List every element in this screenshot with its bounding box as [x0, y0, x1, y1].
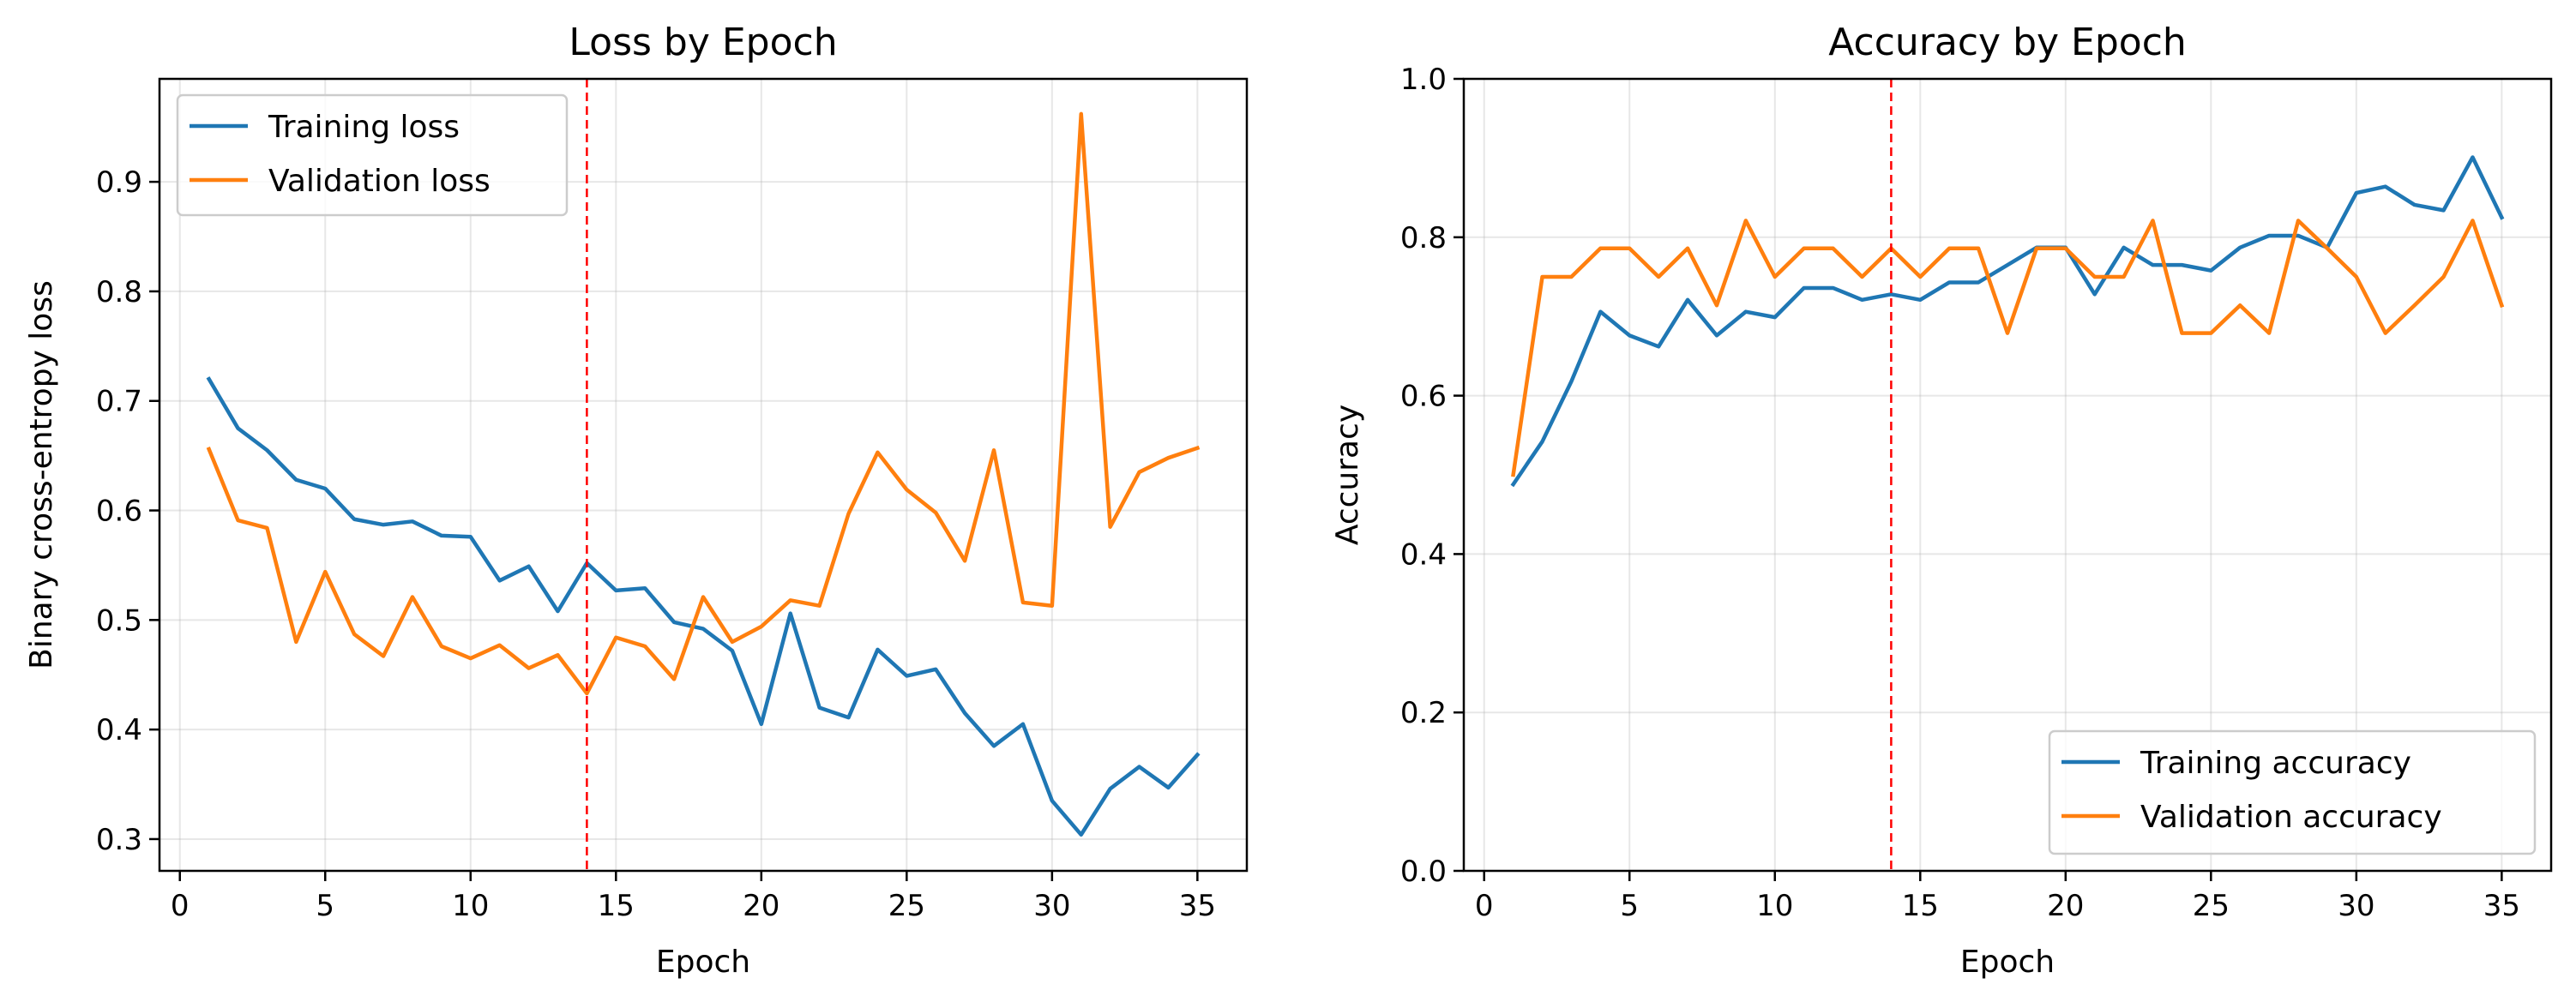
x-tick-label: 0 [1475, 889, 1494, 923]
y-tick-label: 0.9 [96, 165, 142, 200]
legend-box [2048, 729, 2537, 855]
x-tick-label: 35 [1179, 889, 1216, 923]
x-axis-label: Epoch [656, 945, 750, 980]
y-axis-label: Binary cross-entropy loss [24, 280, 59, 669]
plot-frame [1462, 77, 2553, 873]
legend-box [176, 93, 569, 217]
y-tick-label: 0.2 [1400, 696, 1447, 730]
y-tick-label: 0.0 [1400, 855, 1447, 889]
series-line-training [206, 376, 1201, 837]
y-tick-label: 0.4 [96, 713, 142, 747]
accuracy-chart: Accuracy by Epoch 0 5 10 15 20 25 30 35 0.0 0.2 0.… [1330, 21, 2553, 980]
x-tick-label: 10 [452, 889, 489, 923]
y-tick-label: 0.8 [1400, 221, 1447, 255]
x-tick-label: 35 [2483, 889, 2520, 923]
x-tick-label: 25 [2193, 889, 2230, 923]
y-tick-label: 0.6 [1400, 380, 1447, 414]
y-tick-label: 0.6 [96, 495, 142, 529]
series-line-training [1510, 155, 2505, 488]
chart-title: Accuracy by Epoch [1828, 21, 2187, 64]
x-tick-label: 15 [1902, 889, 1939, 923]
x-tick-label: 20 [743, 889, 779, 923]
legend: Training loss Validation loss [176, 93, 569, 217]
y-tick-label: 0.8 [96, 275, 142, 309]
x-tick-label: 25 [888, 889, 925, 923]
legend-label: Validation accuracy [2140, 800, 2442, 835]
legend: Training accuracy Validation accuracy [2048, 729, 2537, 855]
y-tick-label: 1.0 [1400, 63, 1447, 97]
loss-chart: Loss by Epoch 0 5 10 15 20 25 30 35 0.3 0.4 0.5 0.6… [24, 21, 1249, 980]
x-tick-label: 30 [2338, 889, 2374, 923]
series-line-validation [1511, 219, 2505, 477]
x-tick-label: 5 [1620, 889, 1639, 923]
y-tick-label: 0.7 [96, 385, 142, 419]
x-tick-label: 0 [171, 889, 190, 923]
legend-label: Validation loss [268, 164, 491, 199]
y-tick-label: 0.5 [96, 603, 142, 638]
legend-label: Training loss [268, 110, 460, 145]
legend-label: Training accuracy [2140, 746, 2411, 781]
y-axis-label: Accuracy [1330, 405, 1365, 545]
y-tick-label: 0.3 [96, 823, 142, 857]
plot-frame [158, 77, 1249, 873]
series-line-validation [206, 111, 1201, 696]
x-axis-label: Epoch [1960, 945, 2055, 980]
x-tick-label: 15 [598, 889, 635, 923]
x-tick-label: 5 [316, 889, 334, 923]
x-tick-label: 20 [2047, 889, 2084, 923]
x-tick-label: 30 [1033, 889, 1070, 923]
chart-title: Loss by Epoch [569, 21, 837, 64]
y-tick-label: 0.4 [1400, 537, 1447, 572]
x-tick-label: 10 [1756, 889, 1793, 923]
